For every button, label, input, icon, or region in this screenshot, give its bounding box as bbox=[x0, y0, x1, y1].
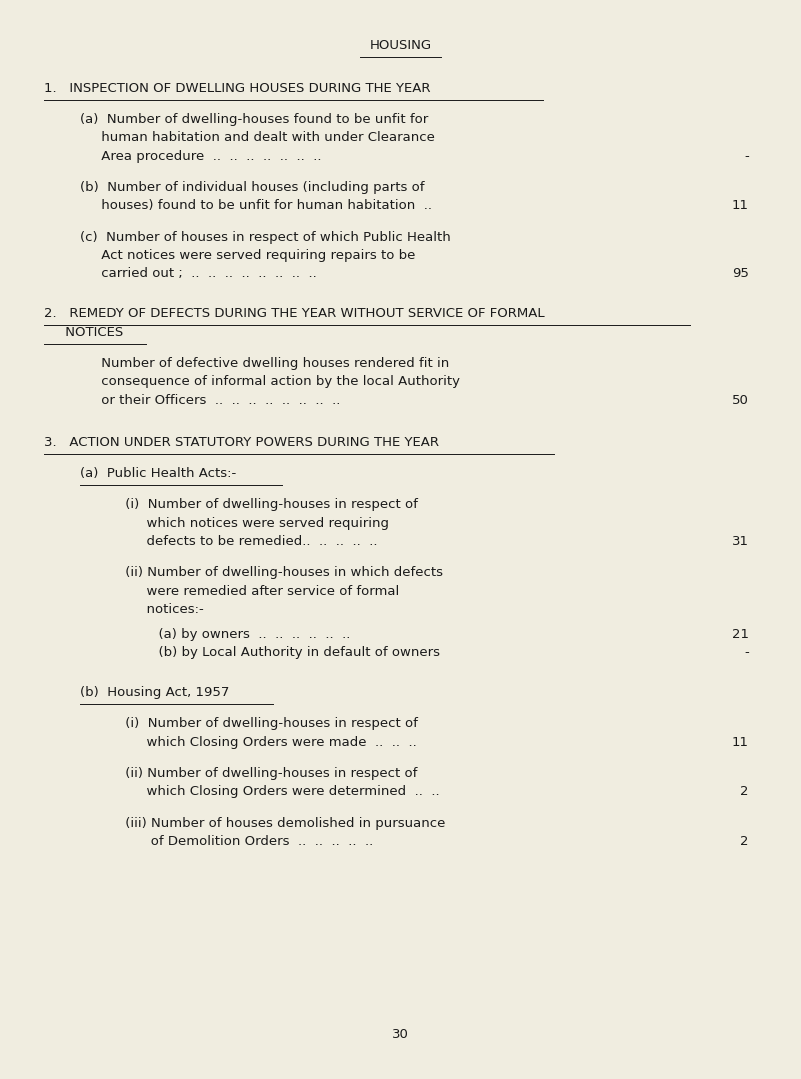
Text: carried out ;  ..  ..  ..  ..  ..  ..  ..  ..: carried out ; .. .. .. .. .. .. .. .. bbox=[80, 268, 317, 281]
Text: (b)  Number of individual houses (including parts of: (b) Number of individual houses (includi… bbox=[80, 181, 425, 194]
Text: 11: 11 bbox=[732, 736, 749, 749]
Text: of Demolition Orders  ..  ..  ..  ..  ..: of Demolition Orders .. .. .. .. .. bbox=[104, 835, 373, 848]
Text: houses) found to be unfit for human habitation  ..: houses) found to be unfit for human habi… bbox=[80, 200, 432, 213]
Text: HOUSING: HOUSING bbox=[369, 39, 432, 52]
Text: NOTICES: NOTICES bbox=[44, 326, 123, 339]
Text: (ii) Number of dwelling-houses in respect of: (ii) Number of dwelling-houses in respec… bbox=[104, 767, 417, 780]
Text: notices:-: notices:- bbox=[104, 603, 204, 616]
Text: defects to be remedied..  ..  ..  ..  ..: defects to be remedied.. .. .. .. .. bbox=[104, 535, 377, 548]
Text: 3.   ACTION UNDER STATUTORY POWERS DURING THE YEAR: 3. ACTION UNDER STATUTORY POWERS DURING … bbox=[44, 436, 439, 449]
Text: human habitation and dealt with under Clearance: human habitation and dealt with under Cl… bbox=[80, 132, 435, 145]
Text: 30: 30 bbox=[392, 1028, 409, 1041]
Text: (a) by owners  ..  ..  ..  ..  ..  ..: (a) by owners .. .. .. .. .. .. bbox=[116, 628, 351, 641]
Text: which Closing Orders were made  ..  ..  ..: which Closing Orders were made .. .. .. bbox=[104, 736, 417, 749]
Text: Number of defective dwelling houses rendered fit in: Number of defective dwelling houses rend… bbox=[80, 357, 449, 370]
Text: Act notices were served requiring repairs to be: Act notices were served requiring repair… bbox=[80, 249, 416, 262]
Text: 50: 50 bbox=[732, 394, 749, 407]
Text: (i)  Number of dwelling-houses in respect of: (i) Number of dwelling-houses in respect… bbox=[104, 718, 418, 730]
Text: (iii) Number of houses demolished in pursuance: (iii) Number of houses demolished in pur… bbox=[104, 817, 445, 830]
Text: 31: 31 bbox=[732, 535, 749, 548]
Text: (i)  Number of dwelling-houses in respect of: (i) Number of dwelling-houses in respect… bbox=[104, 498, 418, 511]
Text: consequence of informal action by the local Authority: consequence of informal action by the lo… bbox=[80, 375, 460, 388]
Text: (b) by Local Authority in default of owners: (b) by Local Authority in default of own… bbox=[116, 646, 440, 659]
Text: (a)  Number of dwelling-houses found to be unfit for: (a) Number of dwelling-houses found to b… bbox=[80, 113, 429, 126]
Text: 95: 95 bbox=[732, 268, 749, 281]
Text: or their Officers  ..  ..  ..  ..  ..  ..  ..  ..: or their Officers .. .. .. .. .. .. .. .… bbox=[80, 394, 340, 407]
Text: which Closing Orders were determined  ..  ..: which Closing Orders were determined .. … bbox=[104, 786, 440, 798]
Text: -: - bbox=[744, 150, 749, 163]
Text: 2: 2 bbox=[740, 835, 749, 848]
Text: -: - bbox=[744, 646, 749, 659]
Text: 11: 11 bbox=[732, 200, 749, 213]
Text: 2.   REMEDY OF DEFECTS DURING THE YEAR WITHOUT SERVICE OF FORMAL: 2. REMEDY OF DEFECTS DURING THE YEAR WIT… bbox=[44, 308, 545, 320]
Text: which notices were served requiring: which notices were served requiring bbox=[104, 517, 389, 530]
Text: 2: 2 bbox=[740, 786, 749, 798]
Text: 1.   INSPECTION OF DWELLING HOUSES DURING THE YEAR: 1. INSPECTION OF DWELLING HOUSES DURING … bbox=[44, 82, 431, 95]
Text: were remedied after service of formal: were remedied after service of formal bbox=[104, 585, 400, 598]
Text: (a)  Public Health Acts:-: (a) Public Health Acts:- bbox=[80, 467, 236, 480]
Text: (b)  Housing Act, 1957: (b) Housing Act, 1957 bbox=[80, 686, 229, 699]
Text: (ii) Number of dwelling-houses in which defects: (ii) Number of dwelling-houses in which … bbox=[104, 566, 443, 579]
Text: Area procedure  ..  ..  ..  ..  ..  ..  ..: Area procedure .. .. .. .. .. .. .. bbox=[80, 150, 321, 163]
Text: (c)  Number of houses in respect of which Public Health: (c) Number of houses in respect of which… bbox=[80, 231, 451, 244]
Text: 21: 21 bbox=[732, 628, 749, 641]
